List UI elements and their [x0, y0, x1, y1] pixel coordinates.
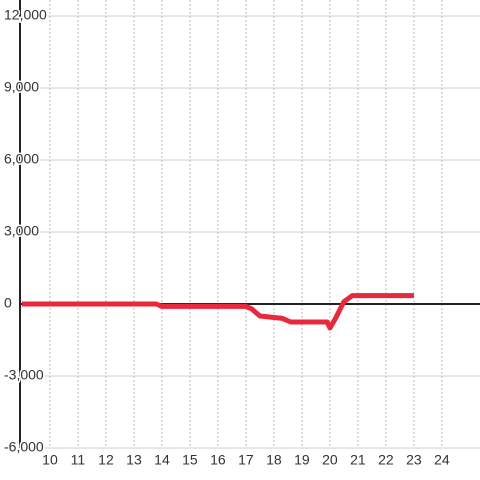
x-tick-label: 18 [266, 452, 282, 468]
y-tick-label: 0 [4, 295, 12, 311]
x-tick-label: 23 [406, 452, 422, 468]
x-tick-label: 14 [154, 452, 170, 468]
x-tick-label: 13 [126, 452, 142, 468]
y-tick-label: 12,000 [4, 7, 47, 23]
x-tick-label: 19 [294, 452, 310, 468]
data-line [21, 293, 414, 331]
x-tick-label: 17 [238, 452, 254, 468]
y-tick-label: 9,000 [4, 79, 39, 95]
y-tick-label: 3,000 [4, 223, 39, 239]
x-tick-label: 15 [182, 452, 198, 468]
x-tick-label: 16 [210, 452, 226, 468]
y-tick-label: -6,000 [4, 439, 44, 455]
x-tick-label: 22 [378, 452, 394, 468]
x-tick-label: 10 [42, 452, 58, 468]
y-tick-label: 6,000 [4, 151, 39, 167]
x-tick-label: 11 [71, 452, 86, 468]
x-tick-label: 24 [434, 452, 450, 468]
y-tick-label: -3,000 [4, 367, 44, 383]
x-tick-label: 12 [98, 452, 114, 468]
x-tick-label: 21 [350, 452, 366, 468]
x-tick-label: 20 [322, 452, 338, 468]
